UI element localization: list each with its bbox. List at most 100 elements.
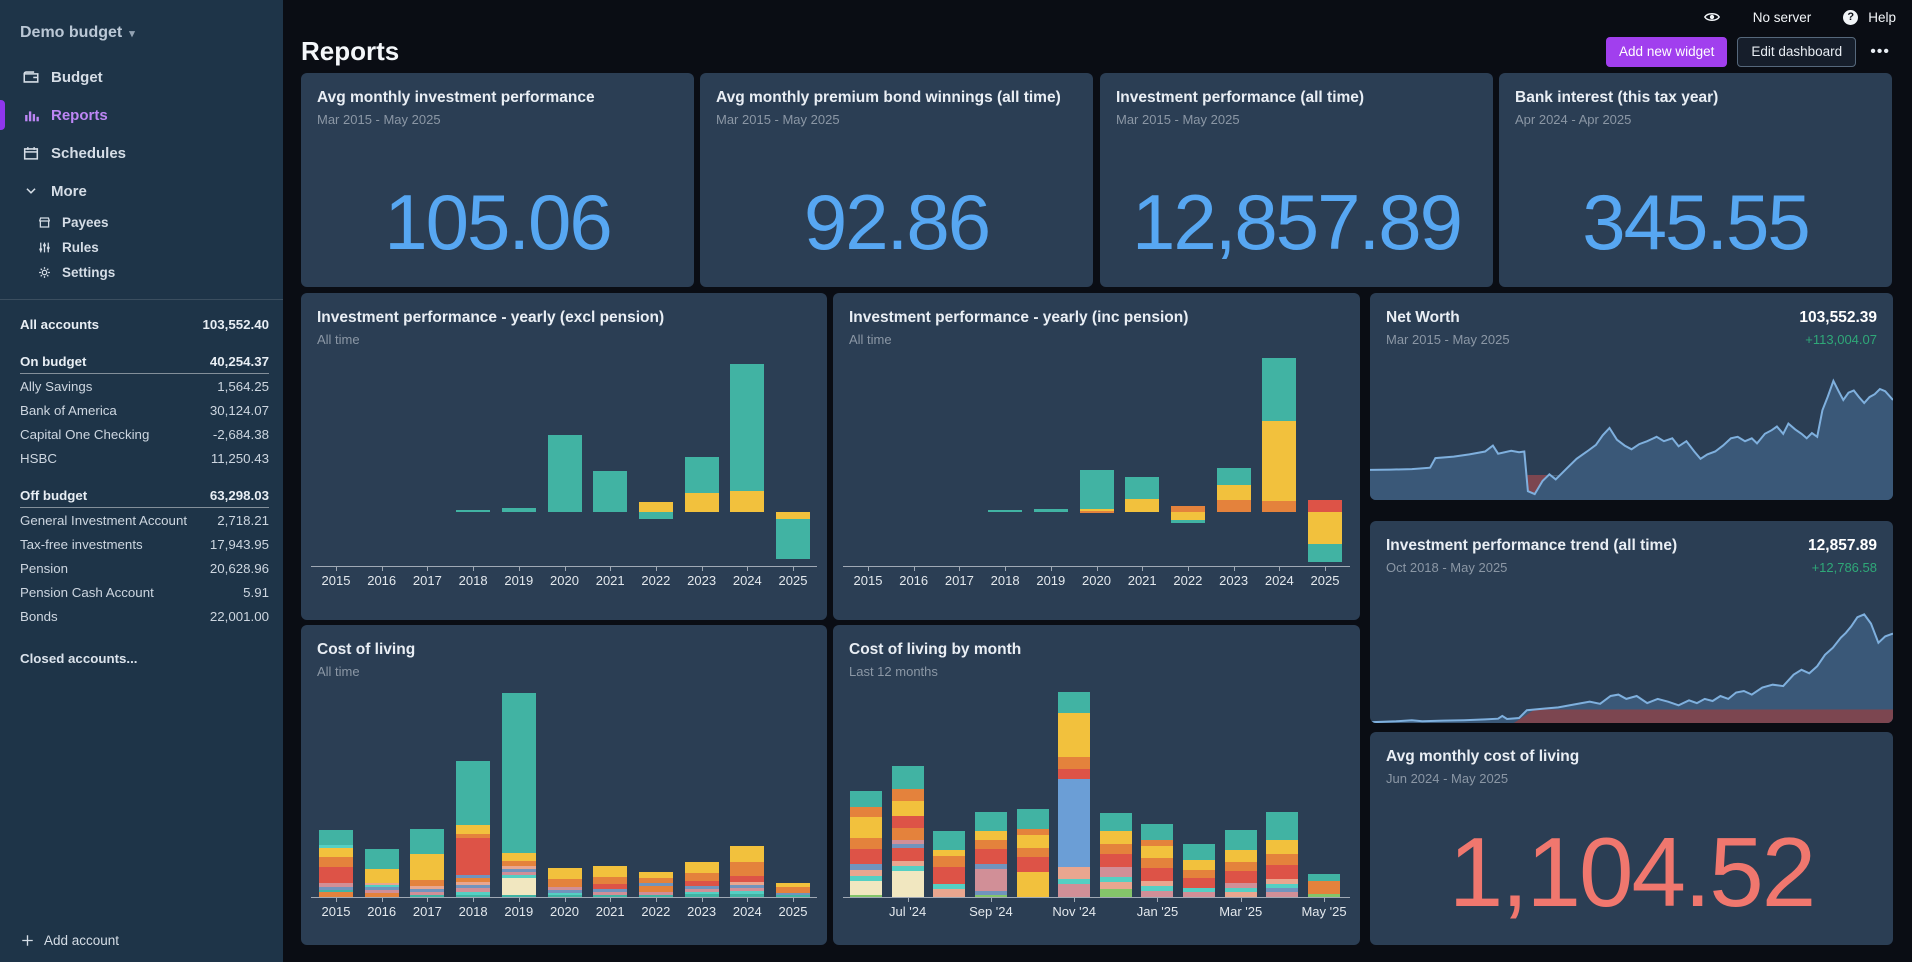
x-tick-label: 2020 (550, 904, 579, 919)
account-group-header[interactable]: On budget 40,254.37 (20, 350, 269, 374)
account-row[interactable]: Capital One Checking -2,684.38 (20, 422, 269, 446)
bar-segment (974, 831, 1007, 840)
widget-title: Investment performance - yearly (inc pen… (849, 309, 1189, 326)
more-menu-button[interactable]: ••• (1870, 42, 1890, 60)
edit-dashboard-button[interactable]: Edit dashboard (1737, 36, 1857, 67)
bar-segment (638, 886, 673, 892)
bar-segment (1266, 812, 1299, 840)
x-tick (1240, 898, 1242, 902)
widget-title: Bank interest (this tax year) (1515, 89, 1719, 106)
x-tick-label: 2023 (687, 904, 717, 919)
help-button[interactable]: Help (1868, 9, 1896, 25)
server-status[interactable]: No server (1752, 9, 1812, 25)
bar-segment (974, 812, 1007, 831)
privacy-eye-icon[interactable] (1703, 8, 1721, 26)
x-tick (1005, 567, 1007, 571)
area-fill (1370, 380, 1893, 500)
chevron-down-icon (26, 188, 36, 194)
bar-segment (730, 846, 765, 862)
bar-segment (547, 435, 582, 512)
bar-segment (1058, 757, 1091, 769)
chart-card-invest-trend[interactable]: Investment performance trend (all time) 1… (1370, 521, 1893, 723)
chart-card-net-worth[interactable]: Net Worth 103,552.39 Mar 2015 - May 2025 +1… (1370, 293, 1893, 500)
sidebar-item-rules[interactable]: Rules (0, 235, 283, 260)
bar-segment (1266, 884, 1299, 888)
sidebar-subitem-label: Settings (62, 265, 116, 280)
account-row[interactable]: Pension Cash Account 5.91 (20, 580, 269, 604)
widget-date-range: Apr 2024 - Apr 2025 (1515, 112, 1632, 127)
kpi-value: 92.86 (803, 178, 991, 266)
x-tick-label: 2018 (458, 573, 488, 588)
bar-segment (1141, 881, 1174, 886)
stat-card-avg-cost[interactable]: Avg monthly cost of living Jun 2024 - May… (1370, 732, 1893, 945)
bar-segment (1216, 485, 1251, 500)
bar-segment (547, 890, 582, 893)
account-row[interactable]: HSBC 11,250.43 (20, 446, 269, 470)
bar-segment (638, 502, 673, 512)
all-accounts-row[interactable]: All accounts 103,552.40 (20, 312, 269, 336)
account-row[interactable]: Bonds 22,001.00 (20, 604, 269, 628)
chart-card-cost-by-month[interactable]: Cost of living by month Last 12 months Jul… (833, 625, 1360, 945)
bar-segment (1058, 867, 1091, 879)
page-title: Reports (301, 36, 400, 66)
sidebar-item-settings[interactable]: Settings (0, 260, 283, 285)
x-tick (959, 567, 961, 571)
account-row[interactable]: General Investment Account 2,718.21 (20, 508, 269, 532)
account-group-header[interactable]: Off budget 63,298.03 (20, 484, 269, 508)
main-area: No server ? Help Reports Add new widget … (283, 0, 1912, 962)
x-tick-label: 2018 (990, 573, 1020, 588)
kpi-card[interactable]: Avg monthly investment performance Mar 20… (301, 73, 694, 287)
bar-segment (891, 766, 924, 789)
bar-segment (1216, 468, 1251, 485)
account-balance: 22,001.00 (209, 608, 269, 624)
sidebar-item-payees[interactable]: Payees (0, 210, 283, 235)
account-row[interactable]: Bank of America 30,124.07 (20, 398, 269, 422)
bar-segment (850, 876, 882, 881)
bar-segment (593, 889, 628, 892)
bar-segment (1141, 891, 1174, 897)
x-tick-label: 2025 (1310, 573, 1340, 588)
bar-segment (1079, 470, 1114, 509)
bar-segment (850, 807, 882, 817)
chart-card-cost-of-living[interactable]: Cost of living All time 2015 2016 2017 2018 20… (301, 625, 827, 945)
x-tick (868, 567, 869, 571)
bar-segment (974, 891, 1007, 895)
kpi-card[interactable]: Avg monthly premium bond winnings (all t… (700, 73, 1093, 287)
account-row[interactable]: Pension 20,628.96 (20, 556, 269, 580)
bar-segment (730, 491, 765, 512)
add-account-button[interactable]: Add account (20, 933, 119, 948)
bar-segment (1125, 499, 1160, 512)
budget-switcher[interactable]: Demo budget ▾ (0, 0, 283, 50)
bar-segment (1183, 870, 1216, 878)
account-name: Pension (20, 560, 69, 576)
widget-title: Net Worth (1386, 309, 1460, 326)
area-fill (1370, 614, 1893, 723)
bar-segment (456, 825, 491, 834)
x-tick (701, 898, 703, 902)
bar-segment (1224, 892, 1257, 897)
bar-segment (684, 894, 719, 897)
account-name: General Investment Account (20, 512, 188, 528)
chart-card-invest-yearly-excl[interactable]: Investment performance - yearly (excl pe… (301, 293, 827, 620)
sidebar-item-schedules[interactable]: Schedules (0, 134, 283, 172)
account-row[interactable]: Tax-free investments 17,943.95 (20, 532, 269, 556)
bar-segment (1183, 892, 1216, 897)
chart-card-invest-yearly-inc[interactable]: Investment performance - yearly (inc pen… (833, 293, 1360, 620)
bar-segment (1058, 692, 1091, 713)
widget-date-range: Jun 2024 - May 2025 (1386, 771, 1509, 786)
account-row[interactable]: Ally Savings 1,564.25 (20, 374, 269, 398)
x-tick (655, 898, 657, 902)
closed-accounts-link[interactable]: Closed accounts... (20, 650, 138, 666)
area-chart (1370, 378, 1893, 500)
sliders-icon (39, 242, 50, 253)
kpi-card[interactable]: Investment performance (all time) Mar 201… (1100, 73, 1493, 287)
kpi-card[interactable]: Bank interest (this tax year) Apr 2024 - … (1499, 73, 1892, 287)
add-new-widget-button[interactable]: Add new widget (1606, 36, 1728, 67)
bar-plot: 2015 2016 2017 2018 2019 2020 2021 2022 2023 2024… (301, 625, 827, 945)
account-group-value: 40,254.37 (209, 354, 269, 369)
sidebar-item-more[interactable]: More (0, 172, 283, 210)
gear-icon (39, 267, 50, 278)
sidebar-item-reports[interactable]: Reports (0, 96, 283, 134)
bar-segment (1099, 882, 1132, 889)
sidebar-item-budget[interactable]: Budget (0, 58, 283, 96)
